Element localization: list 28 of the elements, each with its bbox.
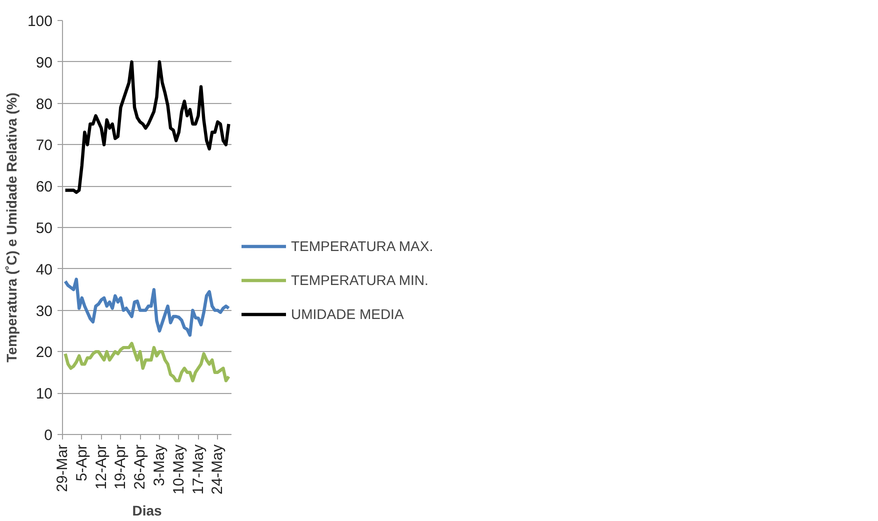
- x-tick-label: 19-Apr: [112, 444, 130, 490]
- line-series: [64, 278, 230, 337]
- y-tick-label: 0: [44, 427, 52, 444]
- x-tick-label: 5-Apr: [73, 444, 90, 482]
- y-tick-label: 100: [27, 13, 53, 30]
- y-axis-title: Temperatura (˚C) e Umidade Relativa (%): [3, 92, 20, 362]
- y-tick-label: 90: [36, 54, 53, 72]
- y-tick-label: 80: [36, 96, 53, 113]
- y-tick-label: 70: [36, 137, 53, 154]
- y-tick-label: 10: [36, 386, 53, 403]
- x-axis-title: Dias: [132, 502, 162, 519]
- y-tick-label: 30: [36, 302, 53, 320]
- x-tick-label: 10-May: [170, 444, 188, 495]
- line-series: [64, 342, 230, 382]
- legend-label: TEMPERATURA MIN.: [291, 272, 428, 288]
- x-tick-label: 3-May: [150, 444, 168, 486]
- y-tick-label: 50: [36, 220, 53, 237]
- x-tick-label: 24-May: [209, 444, 226, 495]
- x-tick-label: 17-May: [190, 444, 207, 495]
- y-tick-label: 20: [36, 344, 53, 362]
- x-tick-label: 29-Mar: [54, 444, 71, 492]
- y-tick-label: 60: [36, 178, 53, 196]
- x-tick-label: 26-Apr: [132, 444, 149, 490]
- x-tick-label: 12-Apr: [92, 444, 110, 490]
- line-series: [64, 60, 230, 194]
- legend-label: TEMPERATURA MAX.: [291, 238, 434, 254]
- y-tick-label: 40: [36, 261, 53, 278]
- legend-label: UMIDADE MEDIA: [291, 306, 404, 322]
